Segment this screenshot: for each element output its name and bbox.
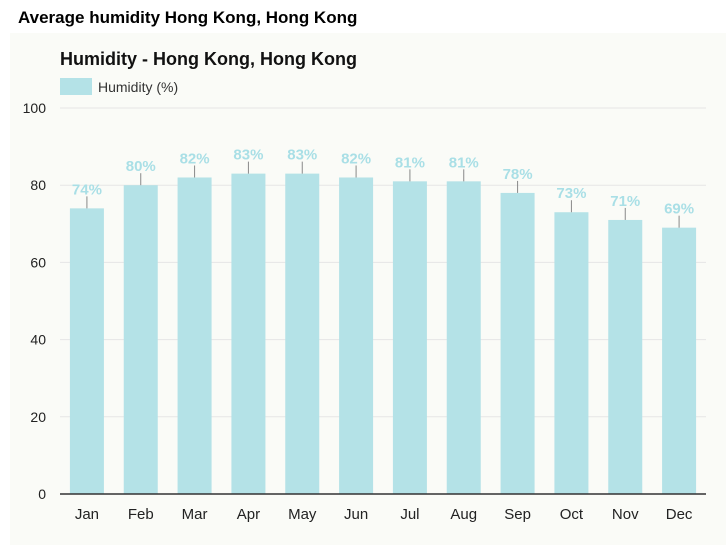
y-tick-label: 20 [30, 409, 46, 425]
y-tick-label: 80 [30, 177, 46, 193]
data-label-jan: 74% [72, 181, 102, 198]
data-label-jul: 81% [395, 154, 425, 171]
data-label-nov: 71% [610, 193, 640, 210]
data-label-apr: 83% [233, 147, 263, 164]
legend-swatch [60, 78, 92, 95]
x-tick-label-sep: Sep [504, 506, 531, 523]
x-tick-label-apr: Apr [237, 506, 260, 523]
data-label-mar: 82% [180, 150, 210, 167]
chart-title: Humidity - Hong Kong, Hong Kong [60, 49, 357, 69]
y-axis-ticks: 0 20 40 60 80 100 [23, 100, 47, 502]
bar-aug[interactable] [447, 181, 481, 494]
x-tick-label-jun: Jun [344, 506, 368, 523]
bar-mar[interactable] [178, 177, 212, 494]
x-tick-label-mar: Mar [182, 506, 208, 523]
bar-nov[interactable] [608, 220, 642, 494]
x-axis-ticks: Jan Feb Mar Apr May Jun Jul Aug Sep Oct Nov Dec [75, 506, 693, 523]
bar-sep[interactable] [501, 193, 535, 494]
x-tick-label-nov: Nov [612, 506, 639, 523]
x-tick-label-may: May [288, 506, 317, 523]
legend[interactable]: Humidity (%) [60, 78, 178, 95]
legend-label: Humidity (%) [98, 79, 178, 95]
bar-feb[interactable] [124, 185, 158, 494]
x-tick-label-feb: Feb [128, 506, 154, 523]
data-label-sep: 78% [503, 166, 533, 183]
data-label-may: 83% [287, 147, 317, 164]
y-tick-label: 100 [23, 100, 47, 116]
x-tick-label-aug: Aug [450, 506, 477, 523]
data-labels: 74% 80% 82% 83% 83% 82% 81% 81% 78% 73% 71% 69% [72, 147, 694, 218]
x-tick-label-jul: Jul [400, 506, 419, 523]
bars [70, 162, 696, 494]
bar-jul[interactable] [393, 181, 427, 494]
bar-jan[interactable] [70, 208, 104, 494]
y-tick-label: 40 [30, 332, 46, 348]
y-tick-label: 60 [30, 254, 46, 270]
x-tick-label-dec: Dec [666, 506, 693, 523]
bar-dec[interactable] [662, 228, 696, 494]
bar-apr[interactable] [231, 174, 265, 494]
data-label-dec: 69% [664, 201, 694, 218]
data-label-aug: 81% [449, 154, 479, 171]
data-label-feb: 80% [126, 158, 156, 175]
data-label-jun: 82% [341, 150, 371, 167]
y-tick-label: 0 [38, 486, 46, 502]
bar-oct[interactable] [554, 212, 588, 494]
bar-may[interactable] [285, 174, 319, 494]
x-tick-label-jan: Jan [75, 506, 99, 523]
bar-jun[interactable] [339, 177, 373, 494]
data-label-oct: 73% [556, 185, 586, 202]
x-tick-label-oct: Oct [560, 506, 584, 523]
